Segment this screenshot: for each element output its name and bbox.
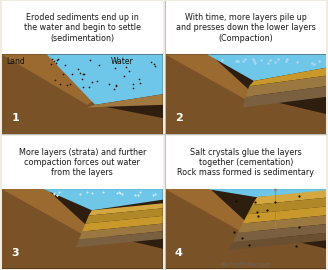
Bar — [2, 1, 163, 55]
Polygon shape — [89, 203, 163, 215]
Polygon shape — [165, 55, 254, 100]
Text: Water: Water — [111, 57, 134, 66]
Polygon shape — [228, 233, 326, 250]
Polygon shape — [2, 55, 95, 105]
Polygon shape — [47, 55, 163, 105]
Bar — [165, 136, 326, 189]
Polygon shape — [165, 189, 326, 269]
Bar — [2, 136, 163, 189]
Polygon shape — [238, 215, 326, 233]
Polygon shape — [87, 94, 163, 107]
Text: More layers (strata) and further
compaction forces out water
from the layers: More layers (strata) and further compact… — [18, 148, 146, 177]
Polygon shape — [249, 68, 326, 86]
Text: 3: 3 — [11, 248, 19, 258]
Text: 2: 2 — [175, 113, 183, 123]
Text: With time, more layers pile up
and presses down the lower layers
(Compaction): With time, more layers pile up and press… — [176, 13, 316, 43]
Polygon shape — [2, 189, 90, 234]
Polygon shape — [2, 189, 163, 269]
Polygon shape — [207, 189, 326, 197]
Text: 1: 1 — [11, 113, 19, 123]
Polygon shape — [82, 216, 163, 231]
Text: 4: 4 — [175, 248, 183, 258]
Polygon shape — [76, 231, 163, 247]
Bar — [165, 55, 326, 134]
Text: Land: Land — [7, 57, 25, 66]
Text: eschooltoday.com: eschooltoday.com — [221, 262, 271, 267]
Polygon shape — [44, 189, 163, 210]
Polygon shape — [243, 86, 326, 107]
Polygon shape — [252, 190, 326, 205]
Bar — [2, 55, 163, 134]
Polygon shape — [165, 55, 326, 134]
Text: Salt crystals glue the layers
together (cementation)
Rock mass formed is sedimen: Salt crystals glue the layers together (… — [177, 148, 314, 177]
Bar — [2, 189, 163, 269]
Polygon shape — [243, 207, 326, 224]
Polygon shape — [85, 208, 163, 224]
Polygon shape — [247, 198, 326, 214]
Bar — [165, 1, 326, 55]
Polygon shape — [2, 55, 163, 134]
Polygon shape — [207, 55, 326, 81]
Text: Eroded sediments end up in
the water and begin to settle
(sedimentation): Eroded sediments end up in the water and… — [24, 13, 141, 43]
Polygon shape — [79, 224, 163, 239]
Bar — [165, 189, 326, 269]
Polygon shape — [165, 189, 254, 234]
Polygon shape — [233, 224, 326, 242]
Polygon shape — [246, 76, 326, 97]
